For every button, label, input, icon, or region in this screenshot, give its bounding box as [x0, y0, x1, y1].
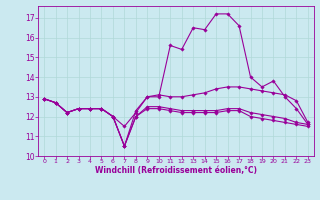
X-axis label: Windchill (Refroidissement éolien,°C): Windchill (Refroidissement éolien,°C)	[95, 166, 257, 175]
